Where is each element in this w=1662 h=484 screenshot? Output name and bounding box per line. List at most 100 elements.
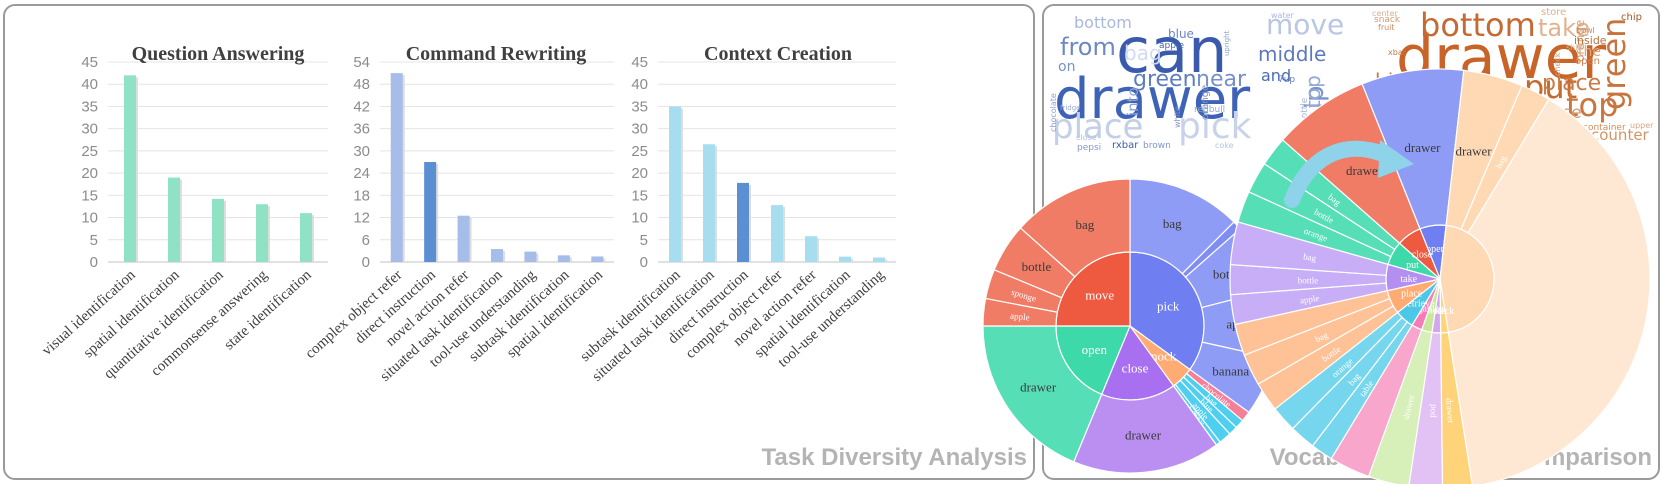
bar [168,177,180,262]
y-tick-label: 30 [631,121,648,138]
y-tick-label: 24 [353,165,370,182]
cloud-word: rxbar [1112,140,1139,151]
bar [300,213,312,262]
sunburst-outer-label: bag [1163,216,1182,231]
cloud-word: can [1116,14,1227,87]
cloud-word: bottom [1074,13,1132,32]
y-tick-label: 45 [631,54,648,71]
sunburst-outer-label: banana [1212,363,1249,378]
cloud-word: fridge [1060,104,1080,112]
cloud-word: take [1538,14,1590,42]
sunburst-inner-label: put [1406,260,1419,271]
y-tick-label: 10 [81,210,98,227]
cloud-word: container [1583,123,1626,133]
bar [591,256,604,262]
cloud-word: green [1133,67,1197,92]
task-diversity-caption: Task Diversity Analysis [761,444,1027,471]
cloud-word: bowl [1576,26,1595,35]
y-tick-label: 45 [81,54,98,71]
cloud-word: the [1578,44,1601,60]
bar [457,215,470,262]
bar [124,75,136,262]
y-tick-label: 25 [631,143,648,160]
cloud-word: on [1058,59,1075,75]
sunburst-outer-label: drawer [1125,428,1162,443]
comparison-arrow [1284,140,1400,208]
cloud-word: fruit [1378,23,1395,32]
bar [256,204,268,262]
cloud-word: upright [1223,30,1231,56]
cloud-word: from [1060,33,1116,61]
bar [703,144,715,262]
sunburst-inner-label: open [1082,342,1108,357]
sunburst-inner-label: move [1085,288,1114,303]
sunburst-inner-label: organize [1409,303,1444,314]
cloud-word: center [1372,9,1398,18]
cloud-word: white [1173,106,1182,128]
sunburst-inner-label: close [1122,361,1149,376]
sunburst-inner-label: shut [1424,305,1441,316]
y-tick-label: 10 [631,210,648,227]
bar [524,251,537,262]
sunburst-outer-label: bottle [1298,275,1319,285]
bar [557,255,570,262]
y-tick-label: 5 [640,232,648,249]
y-tick-label: 40 [81,76,98,93]
sunburst-outer-label: bottle [1022,259,1052,274]
y-tick-label: 35 [631,98,648,115]
cloud-word: 7up [1278,75,1295,85]
y-tick-label: 5 [90,232,98,249]
baseline-sunburst: pickknockcloseopenmovebagbottleapplebana… [982,178,1278,474]
y-tick-label: 15 [631,187,648,204]
cloud-word: redbull [1194,105,1225,115]
sunburst-outer-label: pod [1426,403,1437,418]
bar [424,162,437,262]
sunburst-outer-label: apple [1299,293,1320,306]
bar [873,257,885,262]
bar [839,256,851,262]
y-tick-label: 0 [90,254,98,271]
y-tick-label: 30 [81,121,98,138]
sunburst-outer-label: bag [1303,251,1318,263]
cloud-word: green [1595,18,1633,110]
y-tick-label: 20 [631,165,648,182]
cloud-word: bag [1124,41,1162,65]
bar [805,236,817,262]
cloud-word: drawer [1054,67,1251,132]
y-tick-label: 25 [81,143,98,160]
comparison-arrow-head [1378,140,1414,178]
bar [669,106,681,262]
cloud-word: near [1196,67,1247,92]
sunburst-inner-label: open [1426,244,1445,255]
y-tick-label: 30 [353,143,370,160]
cloud-word: water [1271,11,1295,20]
cloud-word: counter [1591,126,1650,144]
cloud-word: open [1575,56,1600,67]
cloud-word: pick [1178,106,1252,147]
y-tick-label: 20 [81,165,98,182]
cloud-word: coke [1215,141,1234,150]
sunburst-inner-label: place [1401,288,1423,299]
cloud-word: move [1266,8,1344,41]
sunburst-outer-label: drawer [1404,140,1441,155]
cloud-word: blue [1168,27,1194,41]
sunburst-outer-label: drawer [1020,379,1057,394]
cloud-word: top [1301,75,1325,108]
bar [737,182,749,262]
cloud-word: apple [1159,41,1184,51]
cloud-word: inside [1574,34,1607,47]
cloud-word: bottom [1420,6,1536,44]
y-tick-label: 36 [353,121,370,138]
chart-title: Question Answering [132,43,305,65]
sunburst-inner-label: retrieve [1404,298,1435,309]
bar [390,73,403,262]
cloud-word: store [1541,7,1566,18]
y-tick-label: 48 [353,76,370,93]
y-tick-label: 6 [362,232,370,249]
bar [771,205,783,262]
y-tick-label: 18 [353,187,370,204]
